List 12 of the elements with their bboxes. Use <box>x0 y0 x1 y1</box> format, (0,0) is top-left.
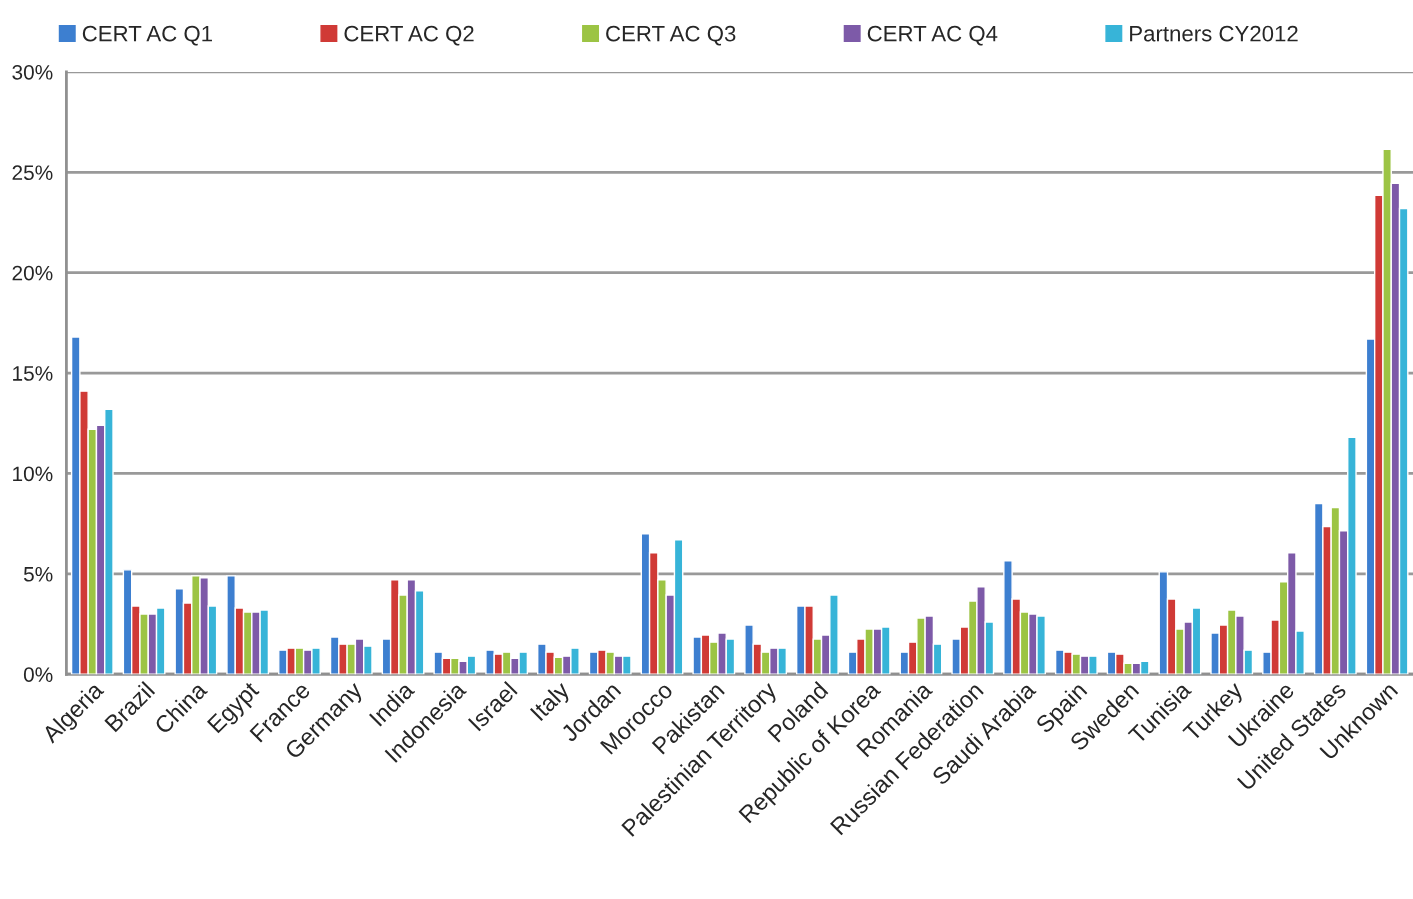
y-tick-label: 15% <box>13 366 53 381</box>
y-tick-label: 10% <box>13 466 53 482</box>
y-tick-label: 30% <box>12 64 53 80</box>
y-tick-label: 5% <box>23 566 53 582</box>
legend-label: CERT AC Q1 <box>82 25 212 46</box>
y-tick-label: 20% <box>12 265 53 281</box>
y-tick-label: 25% <box>12 165 53 181</box>
legend-label: CERT AC Q4 <box>867 25 998 46</box>
legend-label: CERT AC Q3 <box>606 25 736 46</box>
legend-label: Partners CY2012 <box>1130 25 1298 42</box>
y-tick-label: 0% <box>23 667 53 682</box>
legend-label: CERT AC Q2 <box>344 25 474 46</box>
